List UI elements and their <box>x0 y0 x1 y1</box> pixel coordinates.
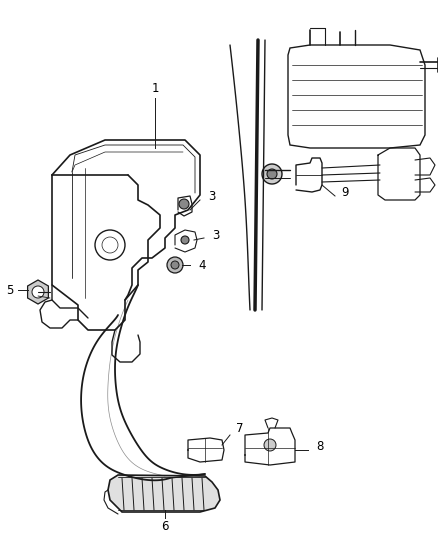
Circle shape <box>179 199 189 209</box>
Circle shape <box>266 169 276 179</box>
Circle shape <box>261 164 281 184</box>
Text: 8: 8 <box>316 440 323 454</box>
Circle shape <box>171 261 179 269</box>
Text: 6: 6 <box>161 520 168 532</box>
Text: 3: 3 <box>208 190 215 203</box>
Text: 3: 3 <box>212 229 219 241</box>
Circle shape <box>166 257 183 273</box>
Polygon shape <box>28 280 48 304</box>
Polygon shape <box>108 475 219 512</box>
Circle shape <box>32 286 44 298</box>
Text: 7: 7 <box>236 422 243 434</box>
Text: 9: 9 <box>340 185 348 198</box>
Text: 5: 5 <box>6 284 14 296</box>
Circle shape <box>263 439 276 451</box>
Text: 4: 4 <box>198 259 205 271</box>
Text: 1: 1 <box>151 82 159 94</box>
Circle shape <box>180 236 189 244</box>
